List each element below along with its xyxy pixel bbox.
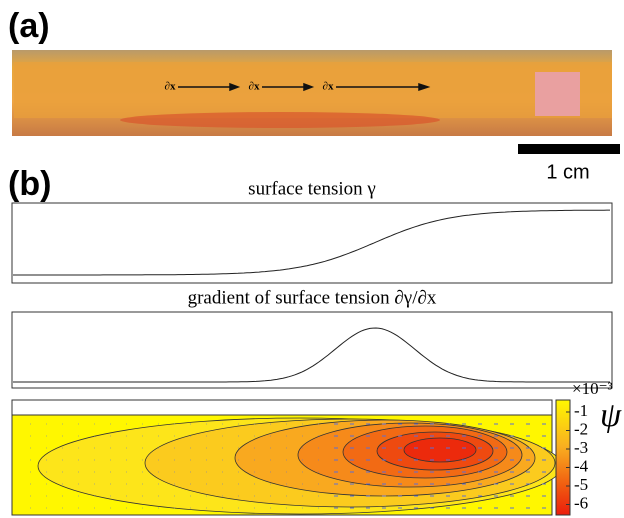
colorbar-tick-label: -5 xyxy=(574,475,588,494)
colorbar-tick-label: -1 xyxy=(574,401,588,420)
colorbar-tick-label: -2 xyxy=(574,419,588,438)
figure: (a) 1 cm (b) surface tension γ gradient … xyxy=(0,0,624,518)
scale-bar xyxy=(518,144,620,154)
arrow-label: ∂x xyxy=(323,81,334,93)
plot-frame xyxy=(12,203,612,283)
colorbar-tick-label: -6 xyxy=(574,493,588,512)
panel-label: (b) xyxy=(8,165,51,203)
arrow-label: ∂x xyxy=(249,81,260,93)
curve xyxy=(13,210,610,275)
scale-label: 1 cm xyxy=(546,161,589,183)
curve xyxy=(13,328,610,382)
plot-title: surface tension γ xyxy=(248,178,376,199)
colorbar-symbol: ψ xyxy=(600,397,622,434)
colorbar-tick-label: -4 xyxy=(574,456,589,475)
contour xyxy=(404,438,476,462)
dye xyxy=(120,112,440,128)
colorbar xyxy=(556,400,570,515)
plot-frame xyxy=(12,312,612,388)
colorbar-multiplier: ×10⁻³ xyxy=(572,379,613,398)
source xyxy=(535,72,580,116)
colorbar-tick-label: -3 xyxy=(574,438,588,457)
panel-label: (a) xyxy=(8,7,50,45)
channel xyxy=(14,62,612,118)
air-layer xyxy=(12,400,552,415)
plot-title: gradient of surface tension ∂γ/∂x xyxy=(188,287,437,308)
arrow-label: ∂x xyxy=(165,81,176,93)
